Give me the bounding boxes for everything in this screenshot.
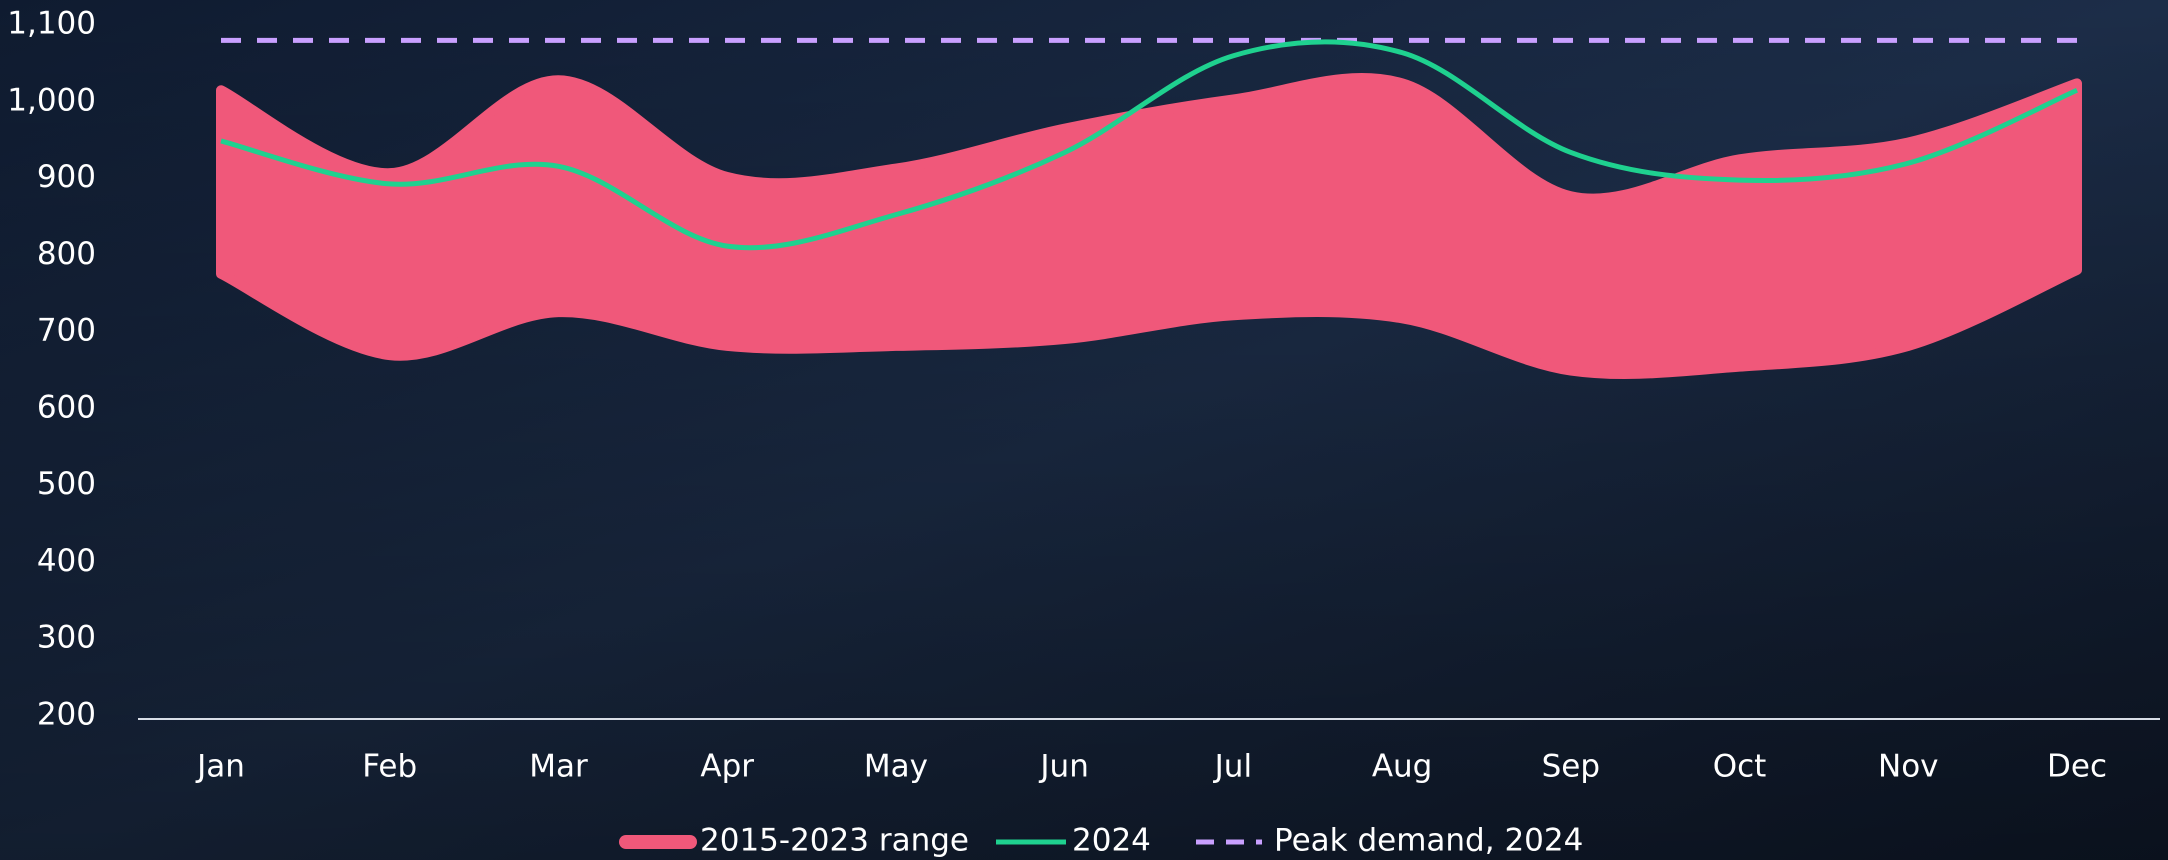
x-tick-label: Aug [1372,749,1433,785]
y-tick-label: 200 [37,697,96,733]
y-tick-label: 900 [37,159,96,195]
x-tick-label: Nov [1878,749,1939,785]
line-2024 [220,39,2078,251]
y-tick-label: 800 [37,236,96,272]
x-tick-label: Oct [1713,749,1767,785]
y-tick-label: 1,000 [7,82,96,118]
x-tick-label: Jan [195,749,245,785]
y-tick-label: 600 [37,389,96,425]
y-tick-label: 1,100 [7,6,96,42]
legend-label: Peak demand, 2024 [1274,823,1583,859]
legend-label: 2024 [1072,823,1151,859]
y-tick-label: 700 [37,313,96,349]
x-tick-label: Feb [362,749,417,785]
y-tick-label: 500 [37,466,96,502]
y-tick-label: 400 [37,543,96,579]
x-tick-label: Apr [700,749,754,785]
y-tick-label: 300 [37,620,96,656]
x-tick-label: Jul [1213,749,1252,785]
x-tick-label: Mar [529,749,588,785]
range-area [216,73,2082,379]
x-tick-label: Jun [1038,749,1088,785]
x-tick-label: Sep [1542,749,1600,785]
x-tick-label: Dec [2047,749,2107,785]
legend-label: 2015-2023 range [700,823,969,859]
x-tick-label: May [864,749,928,785]
